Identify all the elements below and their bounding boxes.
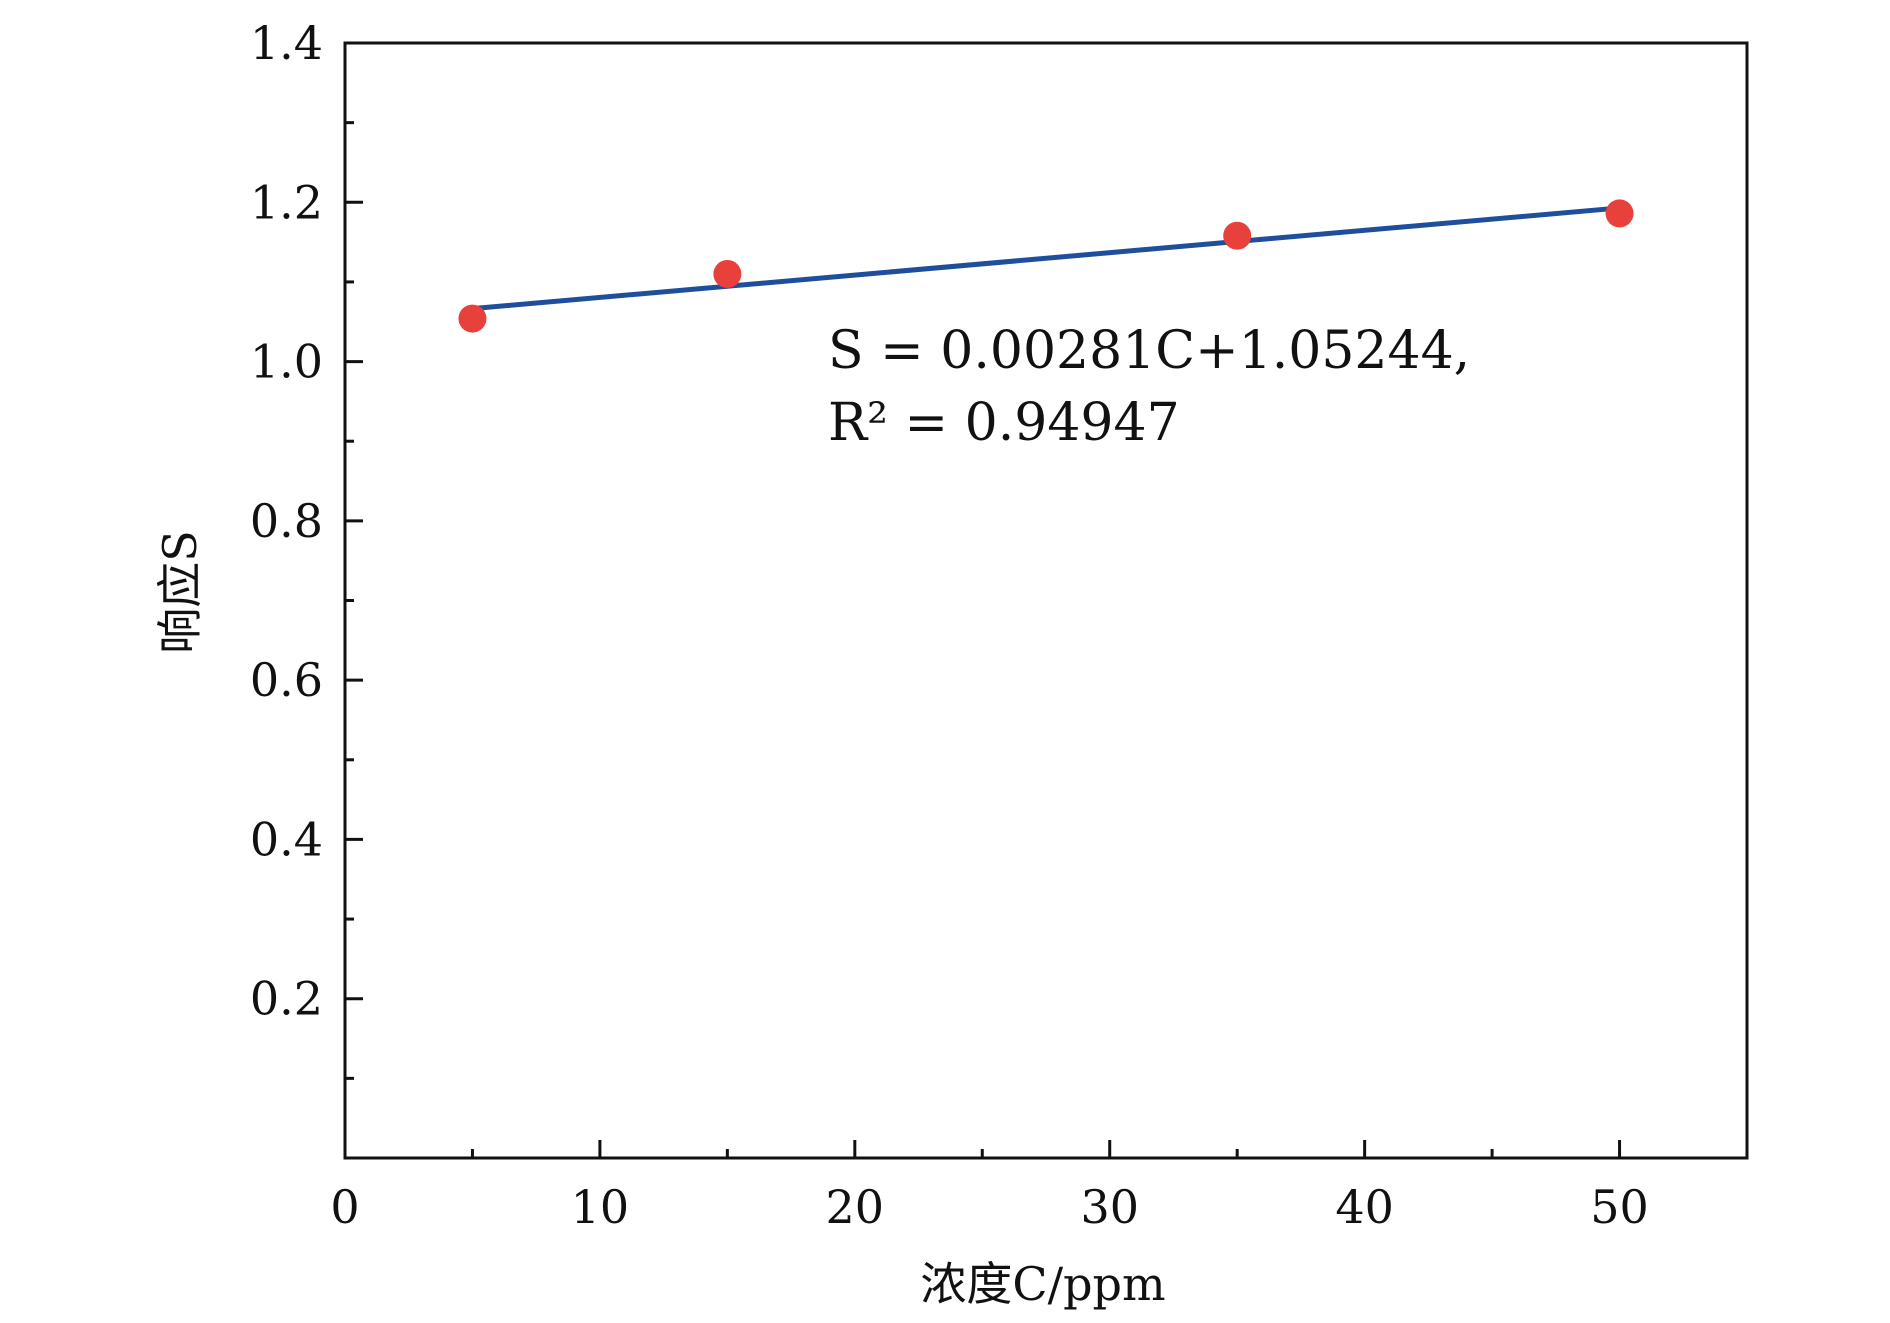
x-tick-label: 0 [330,1180,359,1234]
data-point [713,259,742,288]
y-tick-label: 0.4 [250,812,323,866]
y-tick-label: 1.4 [250,16,323,70]
x-ticks: 0 10 20 30 40 50 [330,1140,1649,1234]
y-ticks: 0.2 0.4 0.6 0.8 1.0 1.2 1.4 [250,16,363,1080]
series [458,199,1634,333]
axes [343,41,1749,1160]
y-tick-label: 1.2 [250,175,323,229]
x-axis-label: 浓度C/ppm [920,1257,1165,1311]
y-tick-label: 0.6 [250,653,323,707]
x-tick-label: 40 [1335,1180,1394,1234]
x-tick-label: 30 [1080,1180,1139,1234]
y-axis-label: 响应S [153,530,207,654]
plot-frame [343,41,1749,1160]
data-point [1605,199,1634,228]
y-tick-label: 0.2 [250,972,323,1026]
y-tick-label: 1.0 [250,335,323,389]
y-tick-label: 0.8 [250,494,323,548]
r-squared: R² = 0.94947 [828,393,1180,453]
data-point [458,304,487,333]
fit-line [469,205,1623,312]
fit-equation: S = 0.00281C+1.05244, [828,321,1470,381]
x-tick-label: 50 [1590,1180,1649,1234]
x-tick-label: 10 [571,1180,630,1234]
x-tick-label: 20 [826,1180,885,1234]
data-point [1223,221,1252,250]
